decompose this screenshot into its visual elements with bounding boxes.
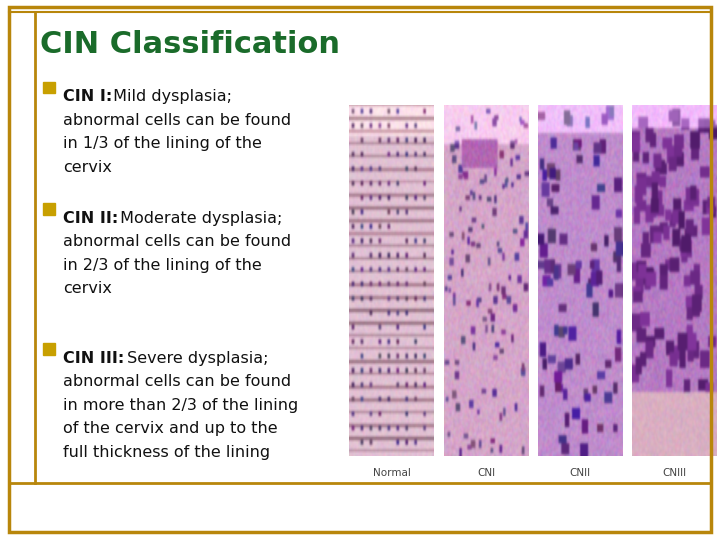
Text: abnormal cells can be found: abnormal cells can be found: [63, 375, 292, 389]
Text: in more than 2/3 of the lining: in more than 2/3 of the lining: [63, 398, 299, 413]
Text: CIN II:: CIN II:: [63, 211, 119, 226]
Text: Moderate dysplasia;: Moderate dysplasia;: [115, 211, 283, 226]
Text: CNII: CNII: [570, 468, 591, 478]
Text: Severe dysplasia;: Severe dysplasia;: [122, 351, 269, 366]
Text: CIN III:: CIN III:: [63, 351, 125, 366]
Text: CIN I:: CIN I:: [63, 89, 112, 104]
Text: abnormal cells can be found: abnormal cells can be found: [63, 113, 292, 127]
Text: CNIII: CNIII: [662, 468, 687, 478]
Text: CNI: CNI: [477, 468, 495, 478]
Text: Normal: Normal: [373, 468, 410, 478]
Text: full thickness of the lining: full thickness of the lining: [63, 445, 271, 460]
Text: in 1/3 of the lining of the: in 1/3 of the lining of the: [63, 136, 262, 151]
Text: cervix: cervix: [63, 160, 112, 174]
Text: of the cervix and up to the: of the cervix and up to the: [63, 421, 278, 436]
Text: Mild dysplasia;: Mild dysplasia;: [108, 89, 233, 104]
Text: cervix: cervix: [63, 281, 112, 296]
Text: abnormal cells can be found: abnormal cells can be found: [63, 234, 292, 249]
Text: CIN Classification: CIN Classification: [40, 30, 340, 59]
Text: in 2/3 of the lining of the: in 2/3 of the lining of the: [63, 258, 262, 273]
